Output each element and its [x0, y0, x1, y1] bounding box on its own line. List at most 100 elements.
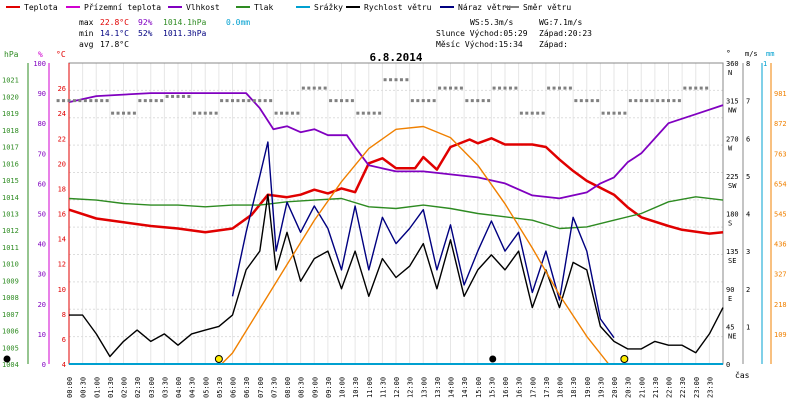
wind-direction-point	[280, 111, 284, 115]
wind-direction-point	[563, 86, 567, 90]
wind-speed-tick-label: 5	[746, 173, 750, 181]
wind-direction-point	[78, 99, 82, 103]
legend-label: Rychlost větru	[364, 3, 432, 12]
time-tick-label: 01:30	[107, 377, 115, 398]
time-tick-label: 00:30	[80, 377, 88, 398]
wind-direction-point	[214, 111, 218, 115]
wind-direction-point	[558, 86, 561, 90]
sun-times: Západ:20:23	[539, 29, 592, 38]
time-tick-label: 19:30	[597, 377, 605, 398]
legend-label: Směr větru	[523, 3, 571, 12]
temperature-tick-label: 14	[58, 236, 66, 244]
wind-direction-point	[683, 86, 687, 90]
wind-direction-point	[688, 86, 692, 90]
wind-direction-point	[165, 94, 169, 98]
time-tick-label: 02:30	[134, 377, 142, 398]
series-line-n-raz-v-tru	[231, 141, 615, 339]
wind-direction-point	[541, 111, 545, 115]
wind-direction-point	[181, 94, 185, 98]
wind-direction-point	[519, 111, 523, 115]
wind-speed-tick-label: 1	[746, 323, 750, 331]
humidity-tick-label: 90	[38, 90, 46, 98]
wind-direction-point	[340, 99, 343, 103]
time-tick-label: 04:00	[175, 377, 183, 398]
wind-direction-point	[220, 99, 224, 103]
wind-direction-point	[525, 111, 529, 115]
wind-direction-point	[296, 111, 300, 115]
temperature-tick-label: 16	[58, 211, 66, 219]
wind-direction-point	[661, 99, 665, 103]
humidity-tick-label: 100	[33, 60, 46, 68]
humidity-tick-label: 40	[38, 241, 46, 249]
wind-direction-point	[116, 111, 120, 115]
pressure-tick-label: 1018	[2, 127, 19, 135]
wind-direction-point	[394, 78, 398, 82]
wind-speed-tick-label: 6	[746, 135, 750, 143]
wind-stat: WS:5.3m/s	[470, 18, 514, 27]
humidity-tick-label: 70	[38, 150, 46, 158]
wind-direction-point	[694, 86, 698, 90]
wind-direction-point	[225, 99, 229, 103]
humidity-tick-label: 10	[38, 331, 46, 339]
moon-icon	[3, 355, 11, 363]
wind-direction-point	[258, 99, 262, 103]
solar-tick-label: 981	[774, 90, 787, 98]
stat-value: 17.8°C	[100, 40, 129, 49]
time-tick-label: 23:30	[706, 377, 714, 398]
legend-label: Vlhkost	[186, 3, 220, 12]
temperature-tick-label: 18	[58, 185, 66, 193]
sunrise-marker	[214, 355, 223, 363]
legend-bar	[0, 0, 800, 14]
time-tick-label: 06:30	[243, 377, 251, 398]
wind-direction-point	[421, 99, 425, 103]
stat-label: min	[79, 29, 94, 38]
wind-direction-point	[487, 99, 491, 103]
wind-direction-point	[454, 86, 458, 90]
wind-direction-point	[143, 99, 147, 103]
wind-direction-point	[579, 99, 583, 103]
wind-direction-point	[89, 99, 93, 103]
wind-direction-point	[481, 99, 485, 103]
solar-tick-label: 654	[774, 180, 787, 188]
wind-direction-point	[432, 99, 436, 103]
wind-direction-point	[160, 99, 164, 103]
wind-direction-point	[514, 86, 518, 90]
wind-direction-point	[122, 111, 125, 115]
moonrise-marker	[489, 355, 497, 363]
time-tick-label: 22:30	[679, 377, 687, 398]
pressure-tick-label: 1004	[2, 361, 19, 369]
solar-tick-label: 218	[774, 301, 787, 309]
pressure-tick-label: 1020	[2, 93, 19, 101]
pressure-tick-label: 1007	[2, 311, 19, 319]
stat-value: 1011.3hPa	[163, 29, 207, 38]
wind-direction-point	[530, 111, 534, 115]
series-line-rychlost-v-tru	[69, 193, 724, 358]
wind-speed-tick-label: 2	[746, 286, 750, 294]
wind-direction-point	[62, 99, 66, 103]
moon-times: Západ:	[539, 40, 568, 49]
time-tick-label: 22:00	[666, 377, 674, 398]
wind-direction-point	[607, 111, 611, 115]
legend-label: Srážky	[314, 3, 343, 12]
wind-direction-point	[449, 86, 452, 90]
wind-direction-point	[323, 86, 327, 90]
temperature-tick-label: 4	[62, 361, 66, 369]
pressure-tick-label: 1014	[2, 194, 19, 202]
time-tick-label: 03:00	[148, 377, 156, 398]
wind-direction-point	[492, 86, 496, 90]
wind-direction-point	[650, 99, 654, 103]
pressure-tick-label: 1005	[2, 344, 19, 352]
wind-direction-point	[476, 99, 480, 103]
time-tick-label: 11:30	[379, 377, 387, 398]
wind-direction-point	[236, 99, 240, 103]
time-tick-label: 16:00	[502, 377, 510, 398]
direction-tick-label: 0	[726, 361, 730, 369]
wind-direction-point	[699, 86, 703, 90]
wind-direction-point	[438, 86, 442, 90]
wind-direction-point	[176, 94, 180, 98]
direction-tick-label: S	[728, 220, 732, 228]
wind-direction-point	[585, 99, 589, 103]
rain-tick-label: 1	[763, 60, 767, 68]
time-tick-label: 13:00	[420, 377, 428, 398]
wind-direction-point	[105, 99, 109, 103]
